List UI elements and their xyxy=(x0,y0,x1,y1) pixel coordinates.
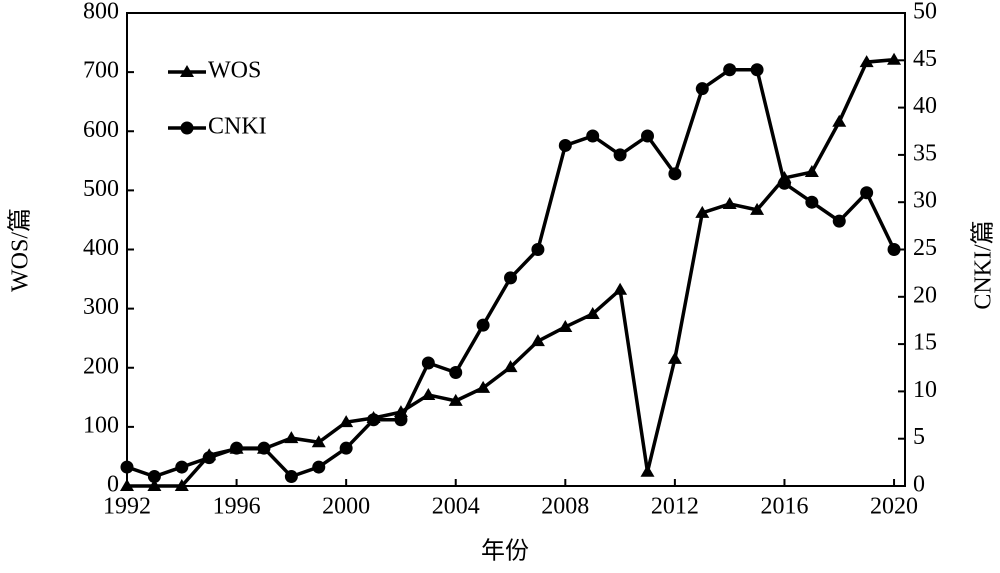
x-tick-label: 1996 xyxy=(213,494,261,520)
y-tick-label: 0 xyxy=(107,472,119,498)
marker xyxy=(695,205,710,218)
x-tick-label: 1992 xyxy=(103,494,151,520)
x-tick-label: 2008 xyxy=(541,494,589,520)
y-tick-label: 600 xyxy=(83,117,119,143)
marker xyxy=(421,387,436,400)
marker xyxy=(284,470,298,484)
marker xyxy=(805,195,819,209)
x-tick-label: 2016 xyxy=(760,494,808,520)
y2-axis-title: CNKI/篇 xyxy=(970,220,997,309)
marker xyxy=(640,464,655,477)
marker xyxy=(859,55,874,68)
marker xyxy=(887,243,901,256)
y2-tick-label: 30 xyxy=(913,188,937,214)
marker xyxy=(586,129,600,143)
marker xyxy=(777,176,791,190)
y2-tick-label: 35 xyxy=(913,140,937,166)
marker xyxy=(147,470,161,484)
marker xyxy=(558,319,573,332)
legend-marker xyxy=(180,65,194,77)
y-tick-label: 400 xyxy=(83,235,119,261)
legend-label: WOS xyxy=(208,58,261,84)
marker xyxy=(558,138,572,152)
marker xyxy=(832,114,847,127)
marker xyxy=(750,63,764,77)
marker xyxy=(312,460,326,474)
y-tick-label: 700 xyxy=(83,58,119,84)
marker xyxy=(613,282,628,295)
y2-tick-label: 0 xyxy=(913,472,925,498)
marker xyxy=(476,318,490,332)
y-tick-label: 100 xyxy=(83,412,119,438)
x-tick-label: 2000 xyxy=(322,494,370,520)
marker xyxy=(339,415,354,428)
marker xyxy=(120,460,134,474)
y2-tick-label: 20 xyxy=(913,282,937,308)
marker xyxy=(695,82,709,96)
marker xyxy=(120,479,134,491)
x-tick-label: 2012 xyxy=(651,494,699,520)
marker xyxy=(202,451,216,465)
marker xyxy=(585,306,600,319)
marker xyxy=(668,167,682,181)
marker xyxy=(311,435,326,448)
marker xyxy=(887,52,902,65)
marker xyxy=(367,413,381,427)
y-axis-title: WOS/篇 xyxy=(7,208,34,292)
marker xyxy=(503,360,518,373)
marker xyxy=(230,441,244,455)
marker xyxy=(832,214,846,228)
y2-tick-label: 15 xyxy=(913,330,937,356)
marker xyxy=(531,243,545,256)
marker xyxy=(504,271,518,285)
y2-tick-label: 10 xyxy=(913,377,937,403)
marker xyxy=(640,129,654,143)
y-tick-label: 800 xyxy=(83,0,119,25)
y-tick-label: 200 xyxy=(83,353,119,379)
marker xyxy=(613,148,627,162)
marker xyxy=(722,196,737,209)
y2-tick-label: 50 xyxy=(913,0,937,25)
marker xyxy=(175,460,189,474)
marker xyxy=(147,479,162,491)
legend-label: CNKI xyxy=(208,114,267,140)
marker xyxy=(476,380,491,393)
y2-tick-label: 40 xyxy=(913,93,937,119)
marker xyxy=(723,63,737,77)
marker xyxy=(667,351,682,364)
marker xyxy=(860,186,874,200)
x-tick-label: 2004 xyxy=(432,494,480,520)
marker xyxy=(448,393,463,406)
marker xyxy=(394,413,408,427)
y2-tick-label: 45 xyxy=(913,46,937,72)
marker xyxy=(449,365,463,379)
marker xyxy=(339,441,353,455)
x-tick-label: 2020 xyxy=(870,494,918,520)
marker xyxy=(174,479,189,491)
legend-marker xyxy=(180,121,194,135)
y-tick-label: 300 xyxy=(83,294,119,320)
plot-frame xyxy=(126,12,906,487)
x-axis-title: 年份 xyxy=(481,538,529,565)
y-tick-label: 500 xyxy=(83,176,119,202)
marker xyxy=(530,334,545,347)
marker xyxy=(421,356,435,370)
marker xyxy=(257,441,271,455)
y2-tick-label: 25 xyxy=(913,235,937,261)
y2-tick-label: 5 xyxy=(913,424,925,450)
marker xyxy=(804,165,819,178)
marker xyxy=(750,202,765,215)
marker xyxy=(284,431,299,444)
